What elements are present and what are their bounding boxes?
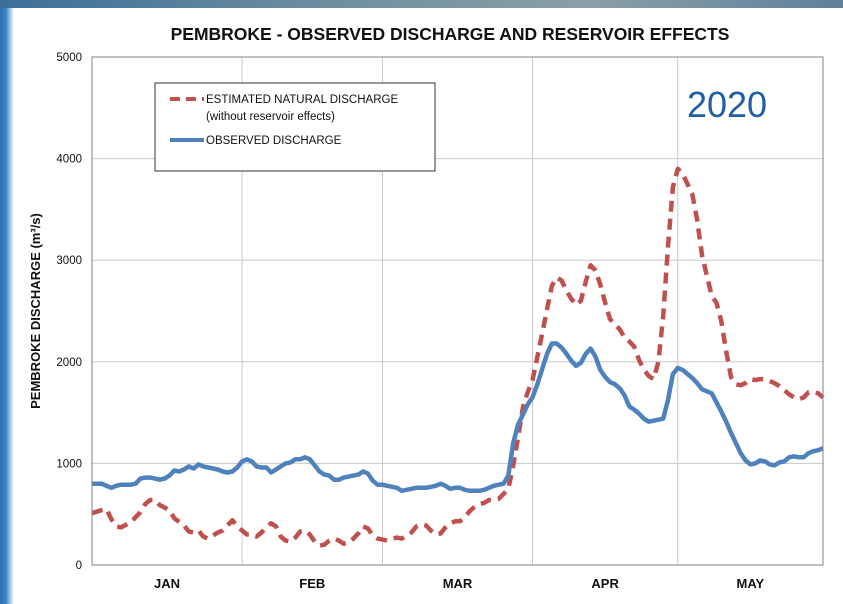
plot-border [91,56,824,566]
x-tick-label: JAN [154,576,180,591]
legend-label-observed: OBSERVED DISCHARGE [206,135,342,147]
chart-title: PEMBROKE - OBSERVED DISCHARGE AND RESERV… [171,24,730,44]
y-tick-label: 0 [76,560,82,572]
x-tick-labels: JAN FEB MAR APR MAY [154,576,765,591]
legend-box [154,82,436,172]
series-layer [91,166,825,548]
y-tick-label: 2000 [56,357,82,369]
x-tick-label: FEB [299,576,325,591]
legend-label-natural: ESTIMATED NATURAL DISCHARGE [206,94,398,106]
legend-label-natural-note: (without reservoir effects) [206,111,335,123]
x-tick-label: APR [591,576,619,591]
background-strip [0,0,843,8]
y-tick-label: 4000 [56,154,82,166]
y-axis-label: PEMBROKE DISCHARGE (m³/s) [28,213,43,409]
y-tick-labels: 0 1000 2000 3000 4000 5000 [56,52,82,572]
y-tick-label: 3000 [56,255,82,267]
legend: ESTIMATED NATURAL DISCHARGE (without res… [154,82,436,172]
series-line-observed [92,341,824,494]
y-tick-label: 5000 [56,52,82,64]
y-tick-label: 1000 [56,458,82,470]
series-line-natural [91,166,825,548]
x-tick-label: MAY [737,576,765,591]
x-tick-label: MAR [443,576,473,591]
year-label: 2020 [687,84,767,125]
